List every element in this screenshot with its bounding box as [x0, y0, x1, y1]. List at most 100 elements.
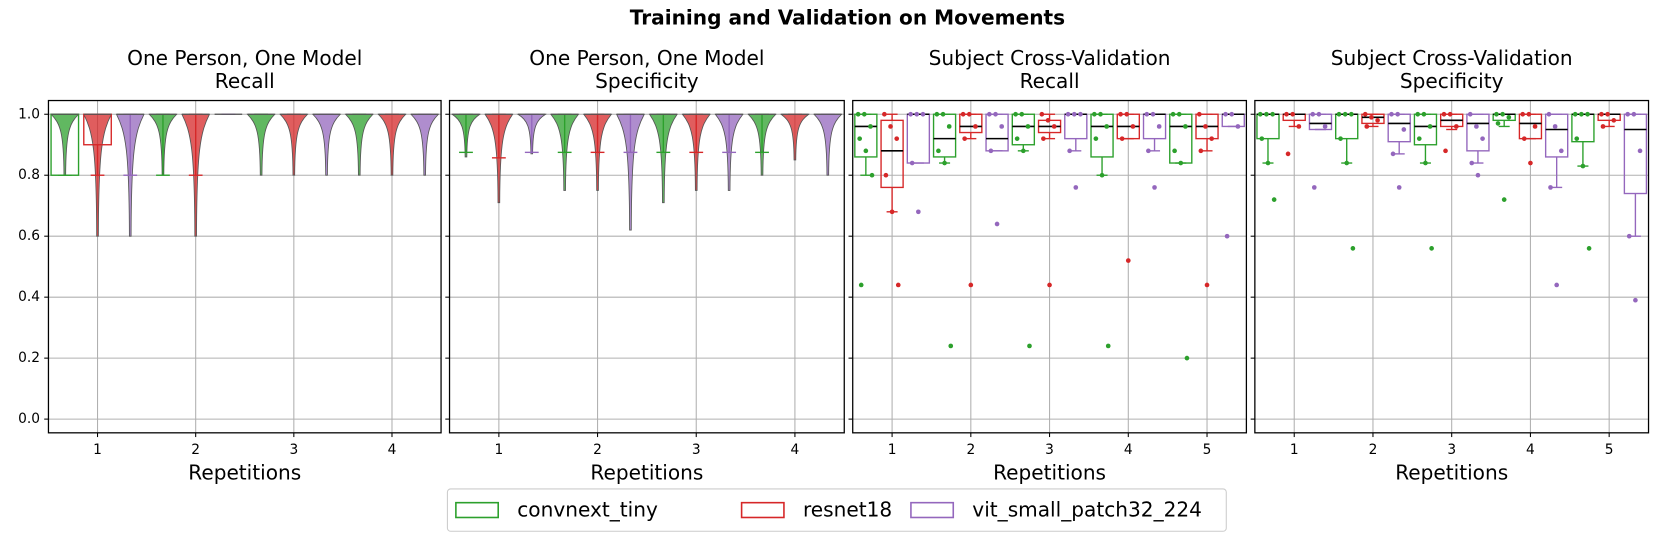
box — [1361, 113, 1385, 125]
data-point — [1196, 111, 1202, 117]
data-point — [1014, 136, 1020, 141]
data-point — [1350, 246, 1356, 251]
data-point — [1257, 111, 1263, 117]
panel-title: One Person, One Model — [127, 46, 362, 70]
box — [1256, 113, 1280, 140]
y-tick-label: 0.0 — [18, 411, 40, 427]
x-tick-label: 4 — [1526, 442, 1535, 458]
data-point — [988, 148, 994, 154]
data-point — [1209, 136, 1214, 141]
panel-title: Specificity — [1400, 69, 1504, 93]
x-tick-label: 1 — [888, 442, 897, 458]
legend-swatch — [740, 501, 785, 519]
data-point — [1389, 111, 1394, 117]
box — [1142, 113, 1167, 140]
violin — [779, 113, 811, 161]
data-point — [908, 111, 913, 117]
data-point — [1572, 111, 1578, 117]
data-point — [1284, 111, 1289, 117]
violin — [377, 113, 407, 176]
data-point — [888, 124, 893, 129]
data-point — [960, 111, 966, 117]
data-point — [1093, 136, 1099, 141]
box — [1335, 113, 1359, 140]
y-tick-label: 0.4 — [18, 289, 40, 305]
data-point — [1637, 148, 1643, 154]
data-point — [1605, 111, 1610, 117]
data-point — [920, 111, 926, 117]
data-point — [999, 124, 1005, 129]
x-axis-label: Repetitions — [1395, 461, 1508, 485]
data-point — [1506, 114, 1512, 120]
data-point — [1611, 118, 1617, 123]
data-point — [1585, 111, 1590, 117]
data-point — [1495, 121, 1501, 126]
legend-swatch — [910, 501, 955, 519]
y-tick-label: 0.8 — [18, 167, 40, 183]
legend-box — [446, 488, 1227, 532]
x-tick-label: 5 — [1605, 442, 1614, 458]
data-point — [934, 111, 940, 117]
data-point — [1105, 343, 1111, 349]
data-point — [1494, 111, 1499, 117]
box — [985, 113, 1009, 152]
violin — [279, 113, 309, 176]
data-point — [1554, 282, 1560, 288]
data-point — [1041, 136, 1046, 141]
panel-title: One Person, One Model — [529, 46, 764, 70]
data-point — [1416, 136, 1422, 141]
data-point — [1474, 124, 1479, 129]
data-point — [1203, 124, 1208, 129]
legend-label: vit_small_patch32_224 — [972, 498, 1202, 522]
data-point — [1073, 185, 1079, 190]
box — [1169, 113, 1193, 164]
data-point — [1229, 111, 1235, 117]
data-point — [1453, 124, 1459, 129]
data-point — [1375, 118, 1380, 123]
data-point — [1401, 127, 1407, 132]
data-point — [1447, 111, 1453, 117]
data-point — [1170, 111, 1176, 117]
x-tick-label: 2 — [593, 442, 602, 458]
data-point — [1285, 151, 1291, 157]
data-point — [858, 282, 864, 288]
data-point — [863, 148, 869, 154]
data-point — [1176, 111, 1182, 117]
data-point — [1098, 111, 1103, 117]
chart-title: Training and Validation on Movements — [630, 6, 1065, 30]
data-point — [882, 111, 887, 117]
panel-title: Subject Cross-Validation — [929, 46, 1171, 70]
data-point — [993, 111, 998, 117]
x-tick-label: 2 — [1369, 442, 1378, 458]
x-axis-label: Repetitions — [188, 461, 301, 485]
data-point — [855, 111, 861, 117]
data-point — [1441, 111, 1447, 117]
data-point — [1362, 111, 1368, 117]
data-point — [1172, 148, 1177, 154]
data-point — [1296, 124, 1302, 129]
data-point — [1150, 111, 1156, 117]
data-point — [1316, 111, 1322, 117]
data-point — [1625, 111, 1631, 117]
x-tick-label: 2 — [191, 442, 200, 458]
box — [880, 119, 904, 189]
x-tick-label: 4 — [388, 442, 397, 458]
panel-title: Subject Cross-Validation — [1331, 46, 1573, 70]
data-point — [1423, 160, 1428, 166]
legend-swatch — [455, 501, 500, 519]
data-point — [1265, 160, 1271, 166]
data-point — [1183, 124, 1188, 129]
data-point — [1045, 118, 1051, 123]
data-point — [1521, 136, 1527, 141]
data-point — [1124, 111, 1130, 117]
data-point — [1198, 148, 1204, 154]
box — [1623, 113, 1648, 195]
legend-label: convnext_tiny — [517, 498, 658, 522]
data-point — [1152, 185, 1157, 190]
box — [1064, 113, 1088, 140]
y-tick-label: 0.2 — [18, 350, 40, 366]
violin — [246, 113, 276, 176]
violin — [648, 113, 678, 204]
data-point — [1396, 185, 1402, 190]
